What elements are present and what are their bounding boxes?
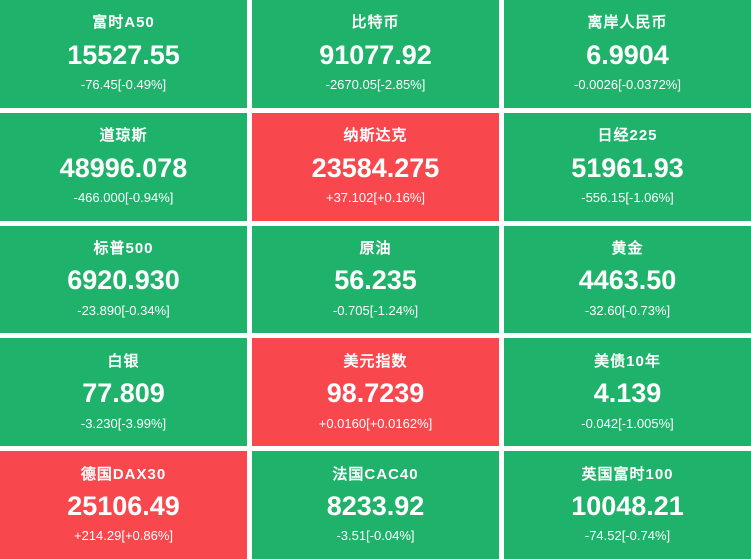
- market-tile[interactable]: 黄金 4463.50 -32.60[-0.73%]: [504, 225, 751, 334]
- market-value: 23584.275: [311, 152, 440, 183]
- market-tile[interactable]: 离岸人民币 6.9904 -0.0026[-0.0372%]: [504, 0, 751, 108]
- market-value: 25106.49: [67, 491, 180, 522]
- market-value: 51961.93: [571, 152, 684, 183]
- market-name: 黄金: [611, 239, 644, 257]
- market-change: +37.102[+0.16%]: [325, 189, 426, 205]
- market-name: 比特币: [351, 14, 400, 32]
- market-tile[interactable]: 德国DAX30 25106.49 +214.29[+0.86%]: [0, 451, 247, 559]
- market-tile[interactable]: 日经225 51961.93 -556.15[-1.06%]: [504, 112, 751, 221]
- market-tile[interactable]: 道琼斯 48996.078 -466.000[-0.94%]: [0, 112, 247, 221]
- market-value: 91077.92: [319, 39, 432, 70]
- market-name: 富时A50: [92, 14, 155, 32]
- market-tile[interactable]: 白银 77.809 -3.230[-3.99%]: [0, 338, 247, 447]
- market-name: 离岸人民币: [587, 14, 668, 32]
- market-name: 道琼斯: [99, 127, 148, 145]
- market-change: -76.45[-0.49%]: [80, 77, 167, 93]
- market-change: -32.60[-0.73%]: [584, 302, 671, 318]
- market-change: -3.51[-0.04%]: [336, 528, 415, 544]
- market-name: 原油: [359, 239, 392, 257]
- market-change: -74.52[-0.74%]: [584, 528, 671, 544]
- market-name: 日经225: [597, 127, 658, 145]
- market-tile[interactable]: 美债10年 4.139 -0.042[-1.005%]: [504, 338, 751, 447]
- market-tile[interactable]: 英国富时100 10048.21 -74.52[-0.74%]: [504, 451, 751, 559]
- market-name: 美元指数: [343, 352, 408, 370]
- market-change: -556.15[-1.06%]: [581, 189, 674, 205]
- market-name: 英国富时100: [581, 465, 674, 483]
- market-name: 白银: [107, 352, 140, 370]
- market-change: -0.0026[-0.0372%]: [574, 77, 681, 93]
- market-name: 标普500: [93, 239, 154, 257]
- market-value: 98.7239: [326, 378, 425, 409]
- market-tile[interactable]: 富时A50 15527.55 -76.45[-0.49%]: [0, 0, 247, 108]
- market-value: 4.139: [593, 378, 662, 409]
- market-name: 法国CAC40: [332, 465, 419, 483]
- market-value: 8233.92: [326, 491, 425, 522]
- market-value: 6920.930: [67, 265, 180, 296]
- market-value: 77.809: [82, 378, 165, 409]
- market-change: -466.000[-0.94%]: [73, 189, 174, 205]
- market-value: 4463.50: [578, 265, 677, 296]
- market-change: -2670.05[-2.85%]: [325, 77, 426, 93]
- market-value: 6.9904: [586, 39, 669, 70]
- market-tile[interactable]: 比特币 91077.92 -2670.05[-2.85%]: [252, 0, 499, 108]
- market-tile[interactable]: 美元指数 98.7239 +0.0160[+0.0162%]: [252, 338, 499, 447]
- market-value: 10048.21: [571, 491, 684, 522]
- market-change: -23.890[-0.34%]: [77, 302, 170, 318]
- market-name: 美债10年: [594, 352, 661, 370]
- market-name: 德国DAX30: [80, 465, 167, 483]
- market-value: 56.235: [334, 265, 417, 296]
- market-tile[interactable]: 纳斯达克 23584.275 +37.102[+0.16%]: [252, 112, 499, 221]
- market-tile[interactable]: 标普500 6920.930 -23.890[-0.34%]: [0, 225, 247, 334]
- market-name: 纳斯达克: [343, 127, 408, 145]
- market-value: 48996.078: [59, 152, 188, 183]
- market-tile[interactable]: 法国CAC40 8233.92 -3.51[-0.04%]: [252, 451, 499, 559]
- market-value: 15527.55: [67, 39, 180, 70]
- market-change: -0.042[-1.005%]: [581, 415, 674, 431]
- market-change: -3.230[-3.99%]: [80, 415, 167, 431]
- market-change: +0.0160[+0.0162%]: [318, 415, 433, 431]
- market-tile[interactable]: 原油 56.235 -0.705[-1.24%]: [252, 225, 499, 334]
- market-change: +214.29[+0.86%]: [73, 528, 174, 544]
- market-change: -0.705[-1.24%]: [332, 302, 419, 318]
